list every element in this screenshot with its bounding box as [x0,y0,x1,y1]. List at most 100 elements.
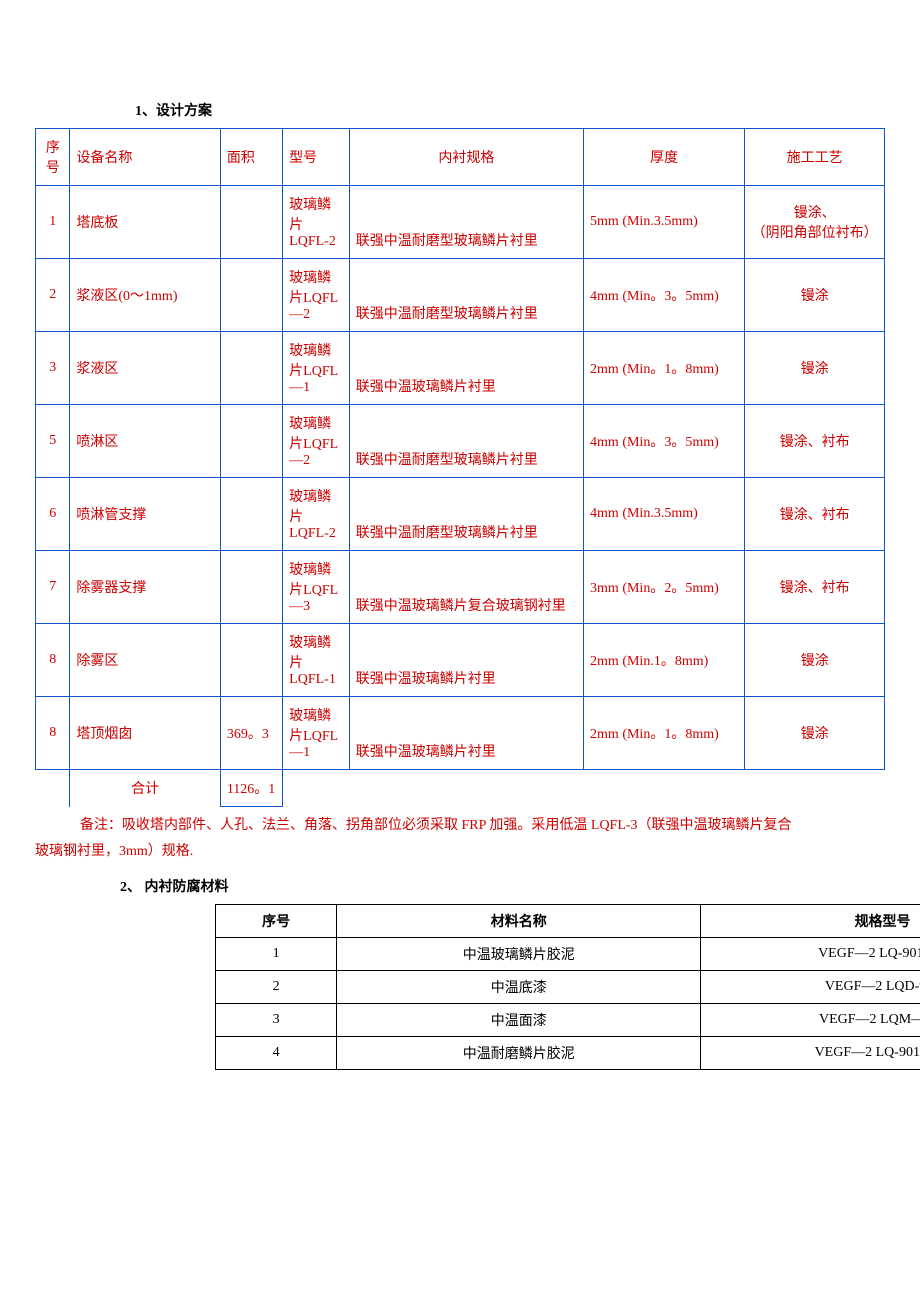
cell-area: 369。3 [220,697,282,770]
header-spec: 规格型号 [701,904,920,937]
cell-seq: 2 [36,259,70,332]
table-row: 8塔顶烟囱369。3玻璃鳞片LQFL—1联强中温玻璃鳞片衬里2mm (Min。1… [36,697,885,770]
table-row: 8除雾区玻璃鳞片LQFL-1联强中温玻璃鳞片衬里2mm (Min.1。8mm)镘… [36,624,885,697]
note-line2: 玻璃钢衬里，3mm）规格. [35,841,885,863]
cell-model: 玻璃鳞片LQFL-1 [283,624,350,697]
header-name: 设备名称 [70,129,220,186]
cell-seq: 2 [216,970,337,1003]
cell-name: 中温面漆 [337,1003,701,1036]
table-row: 7除雾器支撑玻璃鳞片LQFL—3联强中温玻璃鳞片复合玻璃钢衬里3mm (Min。… [36,551,885,624]
section1-title: 1、设计方案 [135,100,885,120]
table-row: 1中温玻璃鳞片胶泥VEGF—2 LQ-901FLT [216,937,920,970]
cell-seq: 5 [36,405,70,478]
cell-thick: 2mm (Min。1。8mm) [584,332,745,405]
cell-name: 喷淋区 [70,405,220,478]
cell-seq: 7 [36,551,70,624]
cell-thick: 5mm (Min.3.5mm) [584,186,745,259]
cell-thick: 4mm (Min。3。5mm) [584,259,745,332]
sum-row: 合计1126。1 [36,770,885,807]
cell-seq: 8 [36,624,70,697]
cell-proc: 镘涂、衬布 [745,478,885,551]
cell-spec: 联强中温玻璃鳞片衬里 [349,332,583,405]
cell-name: 喷淋管支撑 [70,478,220,551]
table-row: 1塔底板玻璃鳞片LQFL-2联强中温耐磨型玻璃鳞片衬里5mm (Min.3.5m… [36,186,885,259]
cell-thick: 3mm (Min。2。5mm) [584,551,745,624]
cell-thick: 2mm (Min。1。8mm) [584,697,745,770]
cell-name: 除雾区 [70,624,220,697]
cell-area [220,551,282,624]
cell-proc: 镘涂、衬布 [745,405,885,478]
cell-proc: 镘涂 [745,332,885,405]
cell-name: 除雾器支撑 [70,551,220,624]
table-row: 3浆液区玻璃鳞片LQFL—1联强中温玻璃鳞片衬里2mm (Min。1。8mm)镘… [36,332,885,405]
header-seq: 序号 [36,129,70,186]
cell-seq: 8 [36,697,70,770]
cell-spec: 联强中温耐磨型玻璃鳞片衬里 [349,259,583,332]
table-row: 3中温面漆VEGF—2 LQM—901 [216,1003,920,1036]
cell-seq: 6 [36,478,70,551]
cell-name: 浆液区 [70,332,220,405]
cell-proc: 镘涂 [745,259,885,332]
cell-model: 玻璃鳞片LQFL—3 [283,551,350,624]
cell-spec: 联强中温玻璃鳞片复合玻璃钢衬里 [349,551,583,624]
cell-model: 玻璃鳞片LQFL—2 [283,405,350,478]
header-thick: 厚度 [584,129,745,186]
table-row: 6喷淋管支撑玻璃鳞片LQFL-2联强中温耐磨型玻璃鳞片衬里4mm (Min.3.… [36,478,885,551]
section2-title: 2、 内衬防腐材料 [120,876,885,896]
design-table: 序号 设备名称 面积 型号 内衬规格 厚度 施工工艺 1塔底板玻璃鳞片LQFL-… [35,128,885,807]
table-row: 2中温底漆VEGF—2 LQD-984 [216,970,920,1003]
cell-spec: VEGF—2 LQ-9014FLT [701,1036,920,1069]
cell-spec: 联强中温玻璃鳞片衬里 [349,624,583,697]
table-header-row: 序号 设备名称 面积 型号 内衬规格 厚度 施工工艺 [36,129,885,186]
cell-proc: 镘涂、衬布 [745,551,885,624]
cell-spec: VEGF—2 LQ-901FLT [701,937,920,970]
cell-proc: 镘涂 [745,624,885,697]
cell-name: 中温耐磨鳞片胶泥 [337,1036,701,1069]
cell-area [220,332,282,405]
cell-proc: 镘涂、 （阴阳角部位衬布） [745,186,885,259]
table-row: 5喷淋区玻璃鳞片LQFL—2联强中温耐磨型玻璃鳞片衬里4mm (Min。3。5m… [36,405,885,478]
table-header-row: 序号 材料名称 规格型号 [216,904,920,937]
cell-model: 玻璃鳞片LQFL—1 [283,697,350,770]
header-proc: 施工工艺 [745,129,885,186]
header-area: 面积 [220,129,282,186]
material-table: 序号 材料名称 规格型号 1中温玻璃鳞片胶泥VEGF—2 LQ-901FLT2中… [215,904,920,1070]
cell-name: 浆液区(0～1mm) [70,259,220,332]
cell-spec: 联强中温耐磨型玻璃鳞片衬里 [349,405,583,478]
cell-proc: 镘涂 [745,697,885,770]
cell-model: 玻璃鳞片LQFL-2 [283,186,350,259]
cell-seq: 1 [36,186,70,259]
cell-model: 玻璃鳞片LQFL—1 [283,332,350,405]
table-row: 2浆液区(0～1mm) 玻璃鳞片LQFL—2联强中温耐磨型玻璃鳞片衬里4mm (M… [36,259,885,332]
cell-area [220,186,282,259]
cell-name: 塔顶烟囱 [70,697,220,770]
table-row: 4中温耐磨鳞片胶泥VEGF—2 LQ-9014FLT [216,1036,920,1069]
cell-spec: 联强中温玻璃鳞片衬里 [349,697,583,770]
cell-area [220,259,282,332]
note-line1: 备注：吸收塔内部件、人孔、法兰、角落、拐角部位必须采取 FRP 加强。采用低温 … [80,815,885,837]
header-spec: 内衬规格 [349,129,583,186]
cell-thick: 4mm (Min。3。5mm) [584,405,745,478]
cell-thick: 2mm (Min.1。8mm) [584,624,745,697]
cell-seq: 4 [216,1036,337,1069]
cell-thick: 4mm (Min.3.5mm) [584,478,745,551]
cell-name: 中温玻璃鳞片胶泥 [337,937,701,970]
cell-name: 中温底漆 [337,970,701,1003]
cell-model: 玻璃鳞片LQFL—2 [283,259,350,332]
cell-area [220,478,282,551]
sum-value: 1126。1 [220,770,282,807]
cell-seq: 3 [216,1003,337,1036]
header-name: 材料名称 [337,904,701,937]
cell-area [220,624,282,697]
cell-seq: 1 [216,937,337,970]
cell-empty [36,770,70,807]
cell-spec: 联强中温耐磨型玻璃鳞片衬里 [349,186,583,259]
cell-name: 塔底板 [70,186,220,259]
cell-spec: VEGF—2 LQD-984 [701,970,920,1003]
cell-area [220,405,282,478]
header-seq: 序号 [216,904,337,937]
cell-spec: 联强中温耐磨型玻璃鳞片衬里 [349,478,583,551]
cell-seq: 3 [36,332,70,405]
cell-empty [283,770,885,807]
header-model: 型号 [283,129,350,186]
